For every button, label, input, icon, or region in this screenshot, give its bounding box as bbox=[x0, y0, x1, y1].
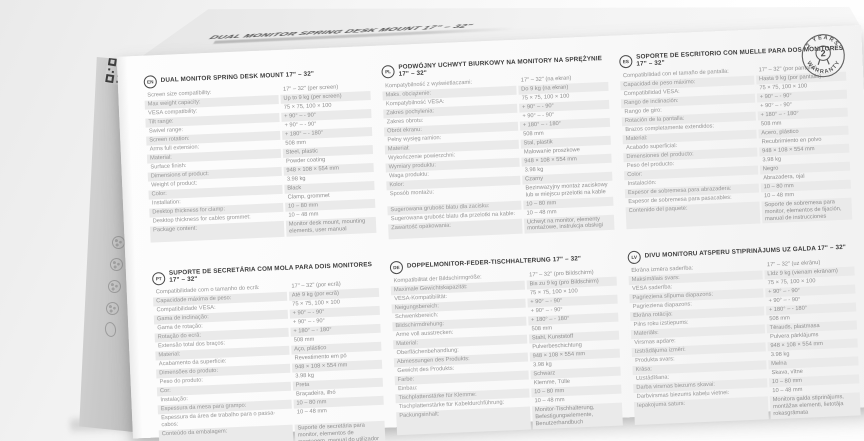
svg-text:2 YEARS: 2 YEARS bbox=[805, 34, 840, 49]
spec-label: Packungsinhalt: bbox=[396, 406, 531, 436]
language-code-badge: PT bbox=[151, 271, 166, 286]
language-code-badge: EN bbox=[143, 75, 158, 89]
box-front-panel: EN DUAL MONITOR SPRING DESK MOUNT 17" – 3… bbox=[116, 25, 864, 441]
spec-section-de: DE DOPPELMONITOR-FEDER-TISCHHALTERUNG 17"… bbox=[389, 252, 624, 441]
recycle-icon bbox=[106, 278, 123, 295]
spec-section-en: EN DUAL MONITOR SPRING DESK MOUNT 17" – 3… bbox=[143, 66, 377, 250]
warranty-badge: 2 YEARS WARRANTY 2 bbox=[801, 34, 845, 78]
recycle-icon bbox=[108, 256, 125, 273]
recycle-icon bbox=[104, 300, 121, 317]
spec-value: Monitora galda stiprinājums, montāžas el… bbox=[769, 392, 861, 420]
spec-section-lv: LV DIVU MONITORU ATSPERU STIPRINĀJUMS UZ … bbox=[627, 242, 861, 433]
language-code-badge: ES bbox=[619, 55, 633, 69]
spec-label: Iepakojuma saturs: bbox=[633, 396, 769, 425]
spec-tables-grid: EN DUAL MONITOR SPRING DESK MOUNT 17" – 3… bbox=[143, 45, 864, 441]
language-code-badge: DE bbox=[389, 261, 404, 275]
spec-value: Suporte de secretária para monitor, elem… bbox=[294, 420, 386, 441]
language-code-badge: LV bbox=[627, 251, 642, 265]
spec-section-title: DUAL MONITOR SPRING DESK MOUNT 17" – 32" bbox=[160, 70, 315, 85]
spec-value: Monitor-Tischhalterung, Befestigungselem… bbox=[531, 402, 623, 430]
spec-value: Monitor desk mount, mounting elements, u… bbox=[285, 216, 377, 237]
spec-value: Uchwyt na monitor, elementy montażowe, i… bbox=[523, 214, 615, 234]
language-code-badge: PL bbox=[381, 65, 395, 79]
svg-text:WARRANTY: WARRANTY bbox=[805, 59, 842, 76]
badge-arc-top-text: 2 YEARS bbox=[805, 34, 840, 49]
badge-center-number: 2 bbox=[820, 48, 825, 58]
spec-section-pl: PL PODWÓJNY UCHWYT BIURKOWY NA MONITORY N… bbox=[381, 55, 615, 240]
badge-arc-bottom-text: WARRANTY bbox=[805, 59, 842, 76]
spec-section-pt: PT SUPORTE DE SECRETÁRIA COM MOLA PARA DO… bbox=[151, 262, 386, 441]
spec-value: Soporte de sobremesa para monitor, eleme… bbox=[761, 197, 853, 224]
oval-certification-icon bbox=[103, 321, 118, 338]
spec-section-title: DOPPELMONITOR-FEDER-TISCHHALTERUNG 17" –… bbox=[406, 255, 582, 271]
spec-section-title: DIVU MONITORU ATSPERU STIPRINĀJUMS UZ GA… bbox=[644, 244, 847, 260]
spec-label: Contenido del paquete: bbox=[625, 201, 761, 230]
